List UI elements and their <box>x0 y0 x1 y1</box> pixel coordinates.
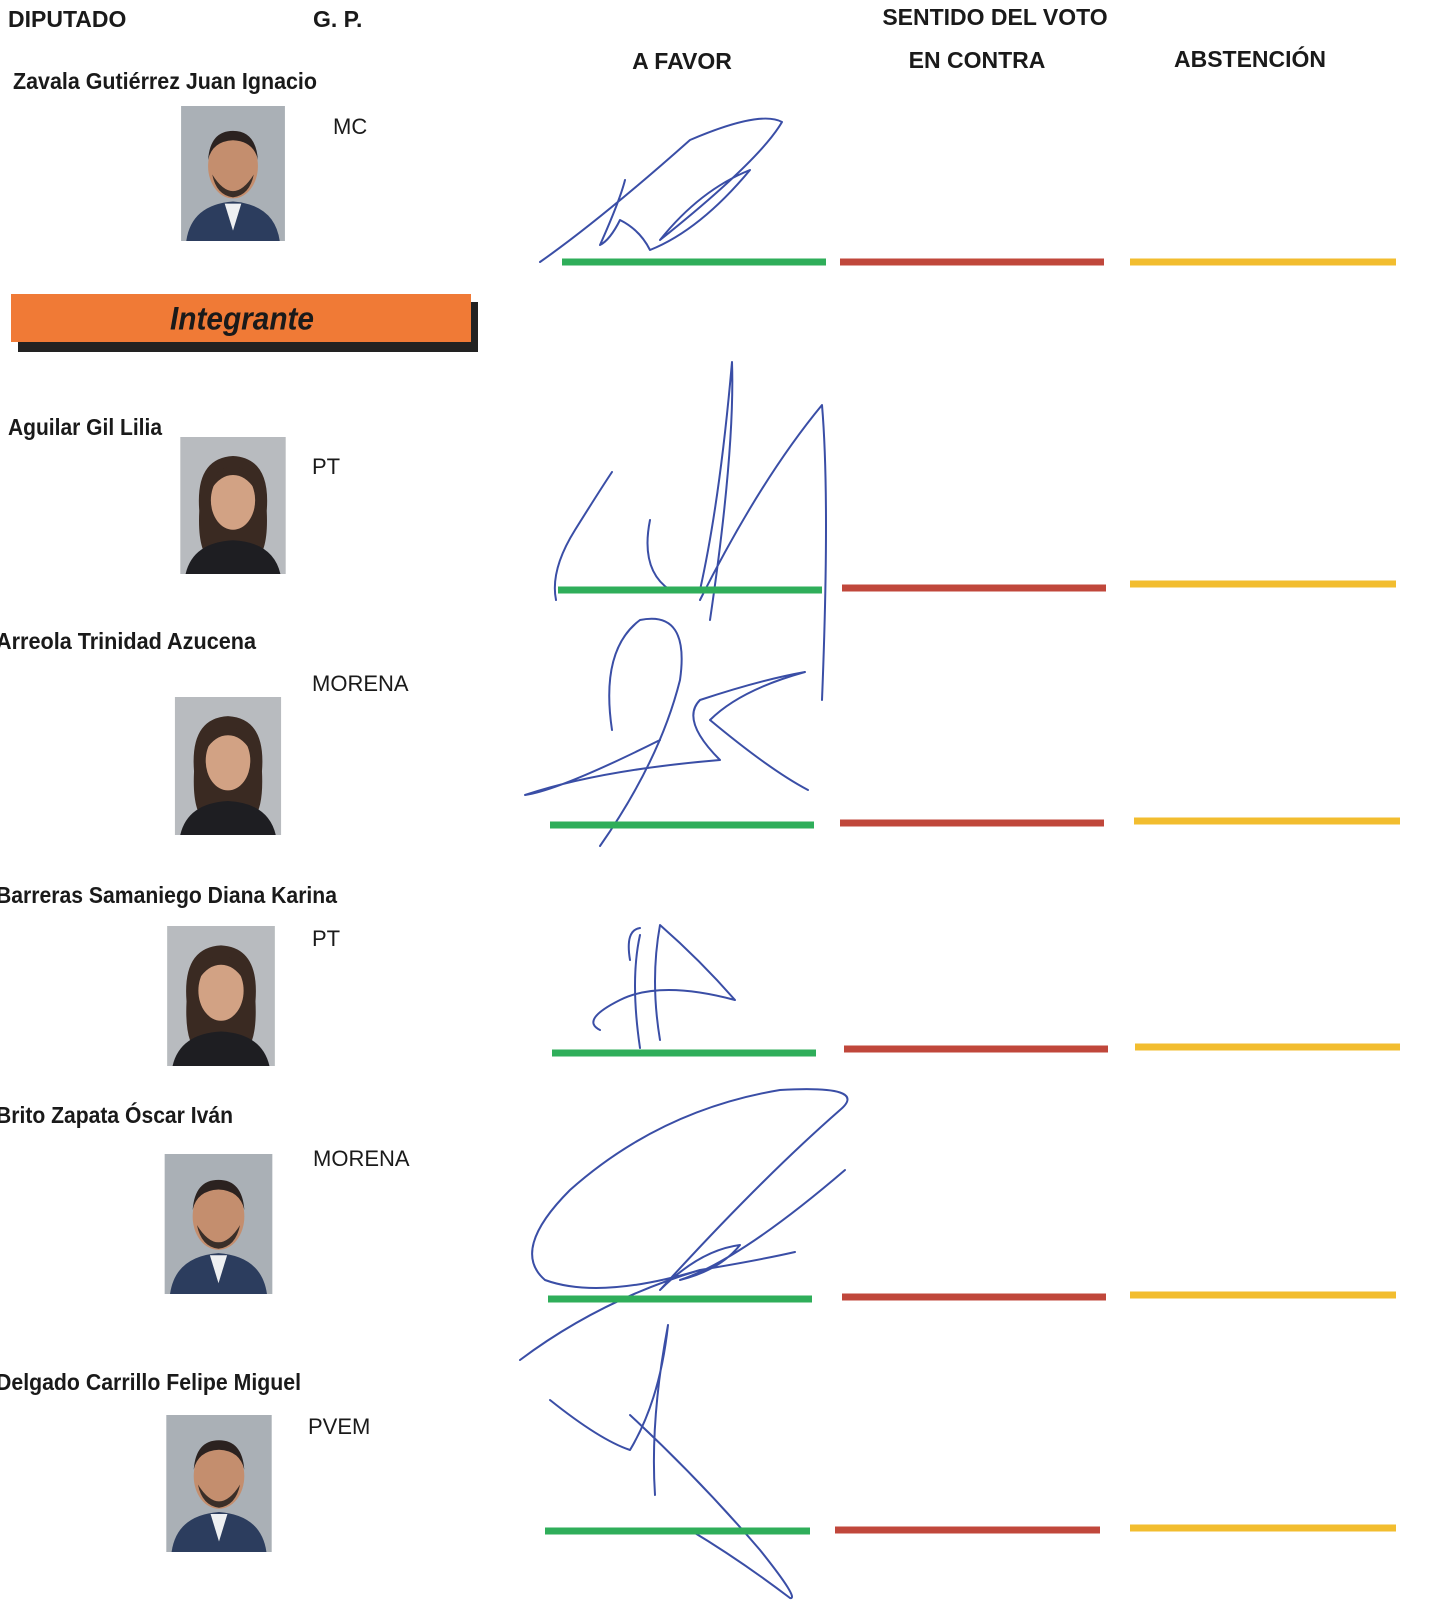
member-photo <box>174 697 282 835</box>
member-photo <box>164 1154 273 1294</box>
member-photo <box>180 437 286 574</box>
header-a-favor: A FAVOR <box>632 48 732 74</box>
member-photo <box>166 1415 272 1552</box>
member-party: MC <box>333 114 367 139</box>
signature <box>539 117 783 263</box>
section-banner: Integrante <box>11 294 478 352</box>
member-name: Aguilar Gil Lilia <box>8 414 162 440</box>
section-label: Integrante <box>170 300 314 336</box>
signature <box>592 924 736 1049</box>
member-photo <box>181 106 285 241</box>
member-name: Arreola Trinidad Azucena <box>0 628 256 654</box>
member-party: MORENA <box>312 671 409 696</box>
header-abstencion: ABSTENCIÓN <box>1174 45 1326 72</box>
member-name: Barreras Samaniego Diana Karina <box>0 882 337 908</box>
vote-lines <box>558 580 1396 594</box>
member-photo <box>167 926 275 1066</box>
member-party: PT <box>312 454 340 479</box>
header-gp: G. P. <box>313 6 362 32</box>
member-party: MORENA <box>313 1146 410 1171</box>
member-name: Zavala Gutiérrez Juan Ignacio <box>13 68 317 94</box>
member-name: Delgado Carrillo Felipe Miguel <box>0 1369 301 1395</box>
signature <box>519 1088 849 1361</box>
vote-lines <box>552 1043 1400 1057</box>
member-party: PT <box>312 926 340 951</box>
vote-lines <box>550 817 1400 829</box>
member-party: PVEM <box>308 1414 370 1439</box>
signature <box>524 617 809 847</box>
signature <box>553 361 827 701</box>
vote-lines <box>548 1291 1396 1303</box>
header-en-contra: EN CONTRA <box>909 47 1046 73</box>
signature <box>549 1324 793 1599</box>
header-diputado: DIPUTADO <box>8 6 126 32</box>
vote-lines <box>545 1524 1396 1535</box>
header-sentido: SENTIDO DEL VOTO <box>882 4 1107 30</box>
member-name: Brito Zapata Óscar Iván <box>0 1101 233 1128</box>
